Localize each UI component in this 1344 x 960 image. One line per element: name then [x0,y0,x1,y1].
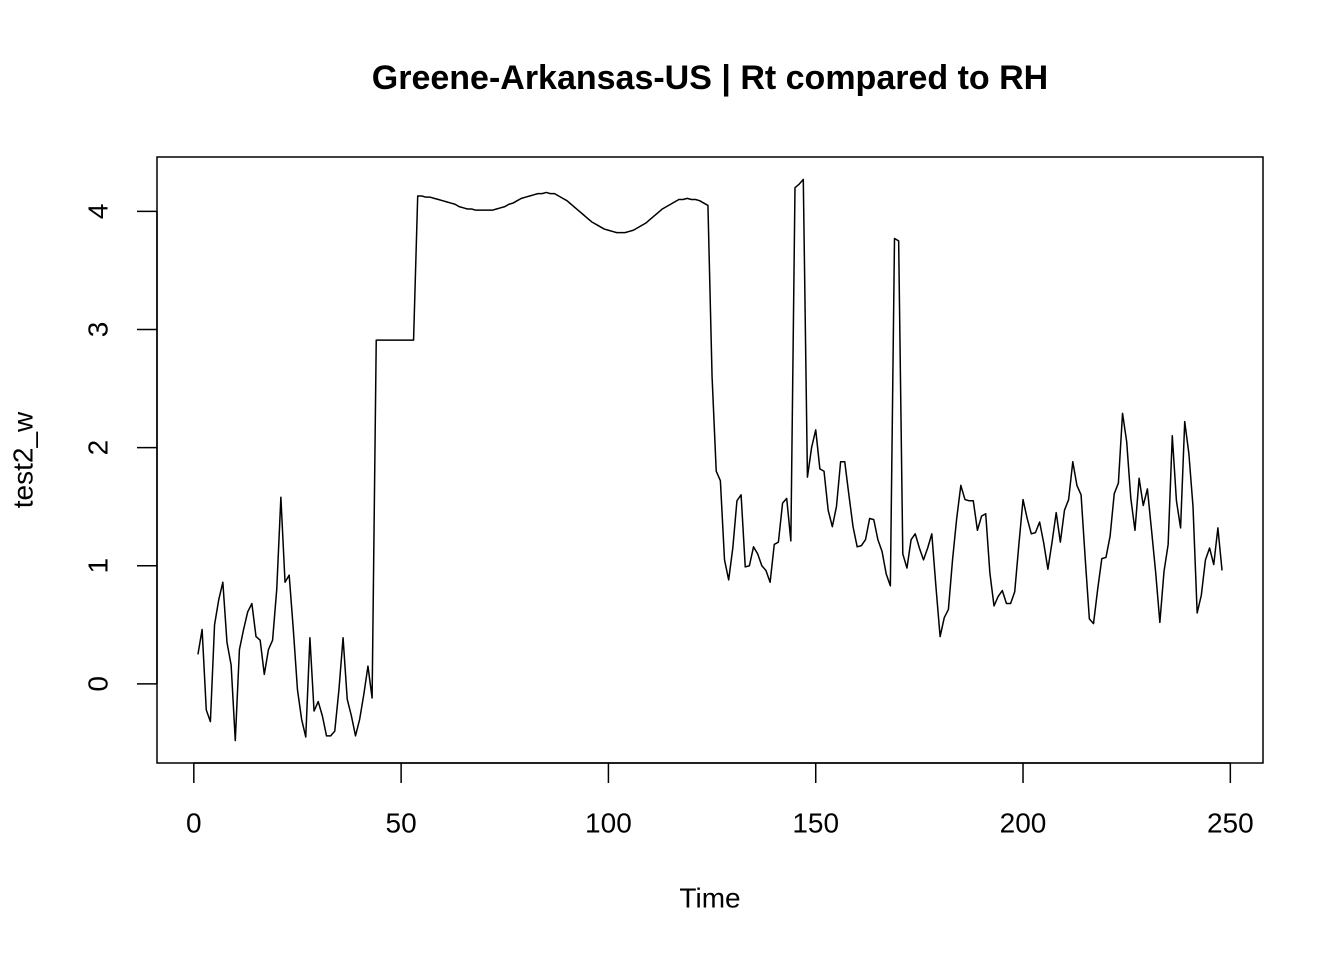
y-tick-label: 1 [82,558,113,574]
chart-title: Greene-Arkansas-US | Rt compared to RH [372,59,1048,97]
data-line [197,178,1223,742]
x-tick-label: 250 [1207,807,1254,838]
x-axis-label: Time [679,882,740,913]
y-axis-label: test2_w [7,411,38,508]
y-tick-label: 4 [82,204,113,220]
x-tick-label: 100 [585,807,632,838]
y-tick-label: 3 [82,322,113,338]
y-tick-label: 0 [82,676,113,692]
y-tick-label: 2 [82,440,113,456]
x-tick-label: 0 [186,807,202,838]
plot-frame [156,156,1264,764]
x-tick-label: 200 [1000,807,1047,838]
x-tick-label: 50 [386,807,417,838]
x-tick-label: 150 [792,807,839,838]
